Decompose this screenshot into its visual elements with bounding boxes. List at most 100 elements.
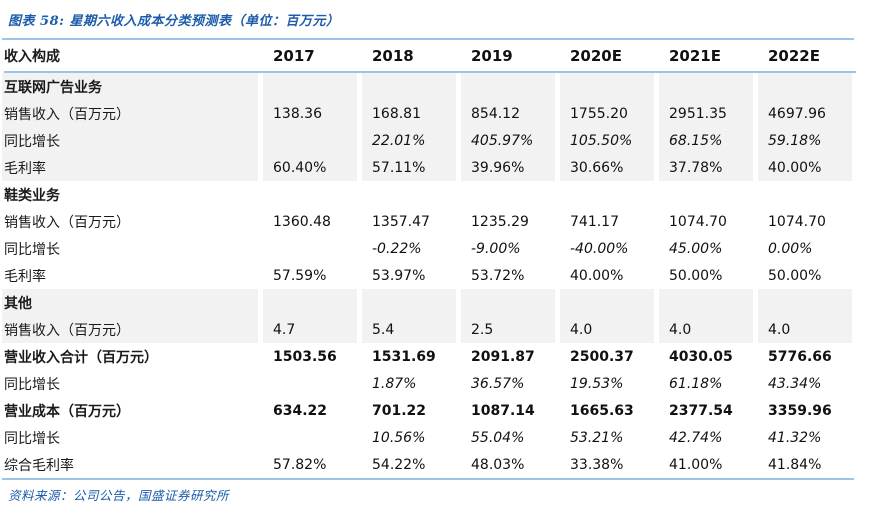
table-row: 同比增长 22.01% 405.97% 105.50% 68.15% 59.18%: [2, 127, 854, 154]
table-row: 鞋类业务: [2, 181, 854, 208]
table-row: 同比增长 -0.22% -9.00% -40.00% 45.00% 0.00%: [2, 235, 854, 262]
row-value: 48.03%: [471, 456, 525, 473]
row-value: -0.22%: [372, 240, 422, 257]
top-rule-divider: [2, 38, 854, 40]
row-label: 同比增长: [4, 430, 60, 447]
row-label: 同比增长: [2, 127, 258, 154]
row-value: [659, 289, 753, 316]
row-value: -40.00%: [570, 240, 629, 257]
row-label: 销售收入（百万元）: [2, 100, 258, 127]
row-value: [758, 289, 852, 316]
row-value: 2091.87: [471, 348, 535, 365]
row-value: 1074.70: [768, 213, 826, 230]
row-value: 59.18%: [758, 127, 852, 154]
table-row: 营业收入合计（百万元） 1503.56 1531.69 2091.87 2500.37 4…: [2, 343, 854, 370]
row-value: 43.34%: [768, 375, 822, 392]
row-value: [461, 73, 555, 100]
row-label: 互联网广告业务: [2, 73, 258, 100]
row-value: 741.17: [570, 213, 619, 230]
row-value: 854.12: [461, 100, 555, 127]
table-row: 互联网广告业务: [2, 73, 854, 100]
row-value: 53.97%: [372, 267, 426, 284]
row-value: [362, 289, 456, 316]
row-value: [758, 181, 852, 208]
table-header-row: 收入构成 2017 2018 2019 2020E 2021E 2022E: [2, 40, 854, 71]
row-value: 68.15%: [659, 127, 753, 154]
row-value: 53.21%: [570, 429, 624, 446]
row-value: [362, 181, 456, 208]
column-header-year: 2022E: [768, 46, 820, 65]
row-label: 综合毛利率: [4, 457, 74, 474]
row-value: 41.00%: [669, 456, 723, 473]
row-value: 1665.63: [570, 402, 634, 419]
row-value: 3359.96: [768, 402, 832, 419]
row-value: 1.87%: [372, 375, 417, 392]
table-row: 营业成本（百万元） 634.22 701.22 1087.14 1665.63 2377.…: [2, 397, 854, 424]
row-label: 其他: [2, 289, 258, 316]
column-header-year: 2017: [273, 46, 315, 65]
row-value: 1235.29: [471, 213, 529, 230]
row-value: [461, 289, 555, 316]
row-label: 销售收入（百万元）: [4, 214, 130, 231]
row-value: 2500.37: [570, 348, 634, 365]
row-value: 1074.70: [669, 213, 727, 230]
row-value: 45.00%: [669, 240, 723, 257]
row-value: 105.50%: [560, 127, 654, 154]
row-value: 1531.69: [372, 348, 436, 365]
row-value: 39.96%: [461, 154, 555, 181]
row-value: [263, 289, 357, 316]
row-value: 4.0: [560, 316, 654, 343]
row-value: 4030.05: [669, 348, 733, 365]
row-label: 毛利率: [4, 268, 46, 285]
table-row: 毛利率 57.59% 53.97% 53.72% 40.00% 50.00% 50.00%: [2, 262, 854, 289]
row-label: 营业成本（百万元）: [4, 403, 130, 420]
row-value: 22.01%: [362, 127, 456, 154]
column-header-year: 2020E: [570, 46, 622, 65]
row-value: -9.00%: [471, 240, 521, 257]
column-header-label: 收入构成: [4, 48, 60, 65]
row-value: 40.00%: [758, 154, 852, 181]
row-label: 销售收入（百万元）: [2, 316, 258, 343]
table-row: 同比增长 1.87% 36.57% 19.53% 61.18% 43.34%: [2, 370, 854, 397]
row-value: [659, 73, 753, 100]
row-value: 1360.48: [273, 213, 331, 230]
row-value: 41.32%: [768, 429, 822, 446]
row-value: 42.74%: [669, 429, 723, 446]
row-value: 4.0: [758, 316, 852, 343]
table-row: 销售收入（百万元） 1360.48 1357.47 1235.29 741.17 1074…: [2, 208, 854, 235]
row-value: 4697.96: [758, 100, 852, 127]
row-value: 61.18%: [669, 375, 723, 392]
forecast-table: 收入构成 2017 2018 2019 2020E 2021E 2022E 互联网广告业务销…: [2, 40, 856, 478]
column-header-year: 2019: [471, 46, 513, 65]
row-value: [263, 181, 357, 208]
row-label: 鞋类业务: [4, 187, 60, 204]
row-value: 2.5: [461, 316, 555, 343]
row-value: 405.97%: [461, 127, 555, 154]
row-value: 53.72%: [471, 267, 525, 284]
row-label: 营业收入合计（百万元）: [4, 349, 158, 366]
row-value: [560, 181, 654, 208]
row-value: 60.40%: [263, 154, 357, 181]
row-value: [758, 73, 852, 100]
row-value: 701.22: [372, 402, 427, 419]
row-value: 4.0: [659, 316, 753, 343]
row-value: [263, 127, 357, 154]
table-row: 毛利率 60.40% 57.11% 39.96% 30.66% 37.78% 40.00%: [2, 154, 854, 181]
column-header-year: 2018: [372, 46, 414, 65]
row-value: 4.7: [263, 316, 357, 343]
row-value: 40.00%: [570, 267, 624, 284]
bottom-rule-divider: [2, 478, 854, 480]
row-value: 1087.14: [471, 402, 535, 419]
row-value: 33.38%: [570, 456, 624, 473]
row-value: 41.84%: [768, 456, 822, 473]
row-value: 2377.54: [669, 402, 733, 419]
header-rule-divider: [4, 71, 856, 73]
row-value: [263, 370, 357, 397]
table-row: 销售收入（百万元） 138.36 168.81 854.12 1755.20 2951.3…: [2, 100, 854, 127]
row-value: 5776.66: [768, 348, 832, 365]
row-value: 57.82%: [273, 456, 327, 473]
table-row: 其他: [2, 289, 854, 316]
source-note: 资料来源：公司公告，国盛证券研究所: [8, 488, 230, 503]
row-value: 10.56%: [372, 429, 426, 446]
